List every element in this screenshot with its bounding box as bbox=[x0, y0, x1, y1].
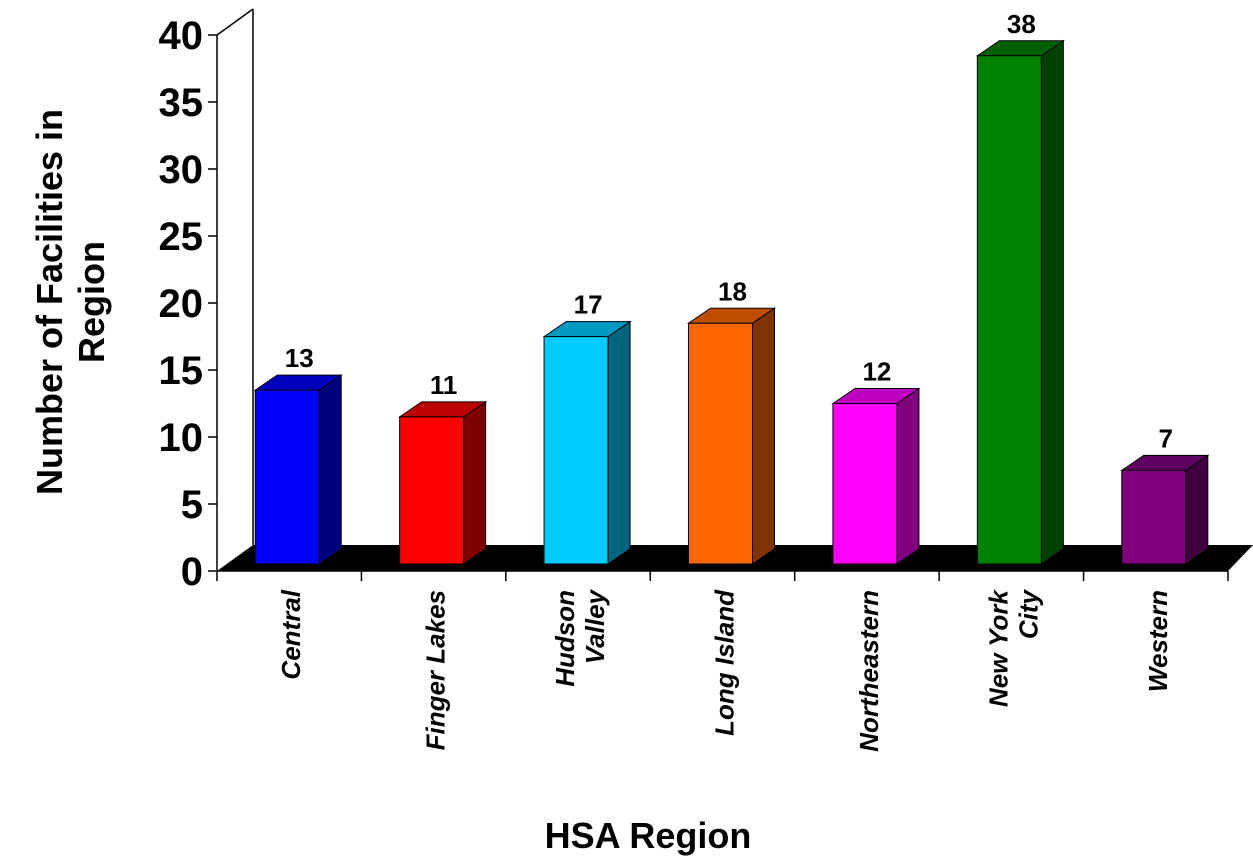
bar-front bbox=[254, 389, 320, 565]
bar-front bbox=[543, 336, 609, 565]
x-axis bbox=[216, 570, 1229, 581]
bar bbox=[1120, 454, 1210, 565]
bar-side bbox=[752, 307, 775, 565]
bar-series bbox=[253, 39, 1210, 565]
y-axis: 0 5 10 15 20 25 30 35 40 bbox=[159, 14, 218, 594]
y-tick-label: 10 bbox=[159, 416, 204, 460]
bar-front bbox=[1121, 469, 1187, 565]
chart-back-wall bbox=[216, 8, 254, 545]
bar-front bbox=[976, 55, 1042, 565]
y-tick-label: 30 bbox=[159, 148, 204, 192]
bar bbox=[975, 39, 1065, 565]
y-tick-label: 0 bbox=[181, 550, 203, 594]
bar-side bbox=[1040, 39, 1064, 565]
x-category-label: Western bbox=[1143, 590, 1173, 692]
bar-side bbox=[463, 400, 487, 565]
bar-value-label: 38 bbox=[1007, 9, 1036, 39]
category-labels: Central Finger Lakes Hudson Valley Long Isla… bbox=[276, 588, 1173, 751]
x-category-label: Central bbox=[276, 589, 306, 679]
x-category-label: Northeastern bbox=[854, 590, 884, 752]
bar-value-label: 7 bbox=[1159, 423, 1173, 453]
bar bbox=[831, 387, 921, 565]
bar bbox=[398, 400, 488, 565]
x-category-label: Finger Lakes bbox=[421, 590, 451, 750]
y-tick-label: 5 bbox=[181, 483, 203, 527]
bar bbox=[542, 320, 632, 565]
bar-front bbox=[832, 403, 898, 565]
bar-value-label: 17 bbox=[574, 290, 603, 320]
x-category-label: Hudson bbox=[550, 590, 580, 687]
bar-side bbox=[1185, 454, 1209, 565]
x-category-label: City bbox=[1013, 588, 1043, 639]
y-tick-label: 35 bbox=[159, 81, 204, 125]
y-tick-label: 40 bbox=[159, 14, 204, 58]
x-category-label: Long Island bbox=[710, 589, 740, 736]
bar-side bbox=[896, 387, 920, 565]
y-tick-label: 20 bbox=[159, 282, 204, 326]
bar-value-label: 18 bbox=[718, 276, 747, 306]
bar-front bbox=[399, 416, 465, 565]
bar-side bbox=[607, 320, 631, 565]
bar-value-label: 11 bbox=[430, 370, 458, 400]
back-wall-edge bbox=[216, 8, 254, 36]
y-tick-label: 15 bbox=[159, 349, 204, 393]
bar-value-label: 13 bbox=[285, 343, 314, 373]
bar-value-label: 12 bbox=[862, 357, 891, 387]
bar bbox=[253, 374, 343, 565]
y-tick-label: 25 bbox=[159, 215, 204, 259]
x-axis-title: HSA Region bbox=[545, 815, 752, 856]
y-axis-title: Number of Facilities inRegion bbox=[29, 109, 112, 495]
bar-side bbox=[318, 374, 342, 565]
x-category-label: New York bbox=[983, 588, 1013, 707]
x-category-label: Valley bbox=[580, 588, 610, 664]
data-labels: 13 11 17 18 12 38 7 bbox=[285, 9, 1173, 454]
bar bbox=[686, 307, 777, 565]
bar-front bbox=[688, 322, 753, 565]
